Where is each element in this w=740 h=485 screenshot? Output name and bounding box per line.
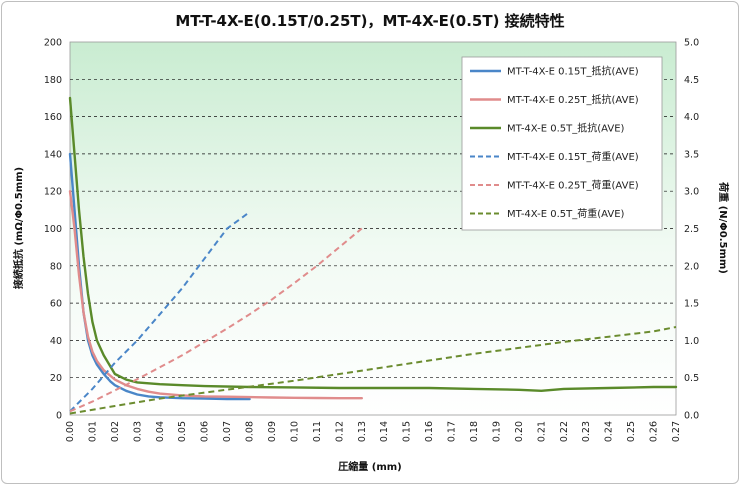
- legend-label: MT-T-4X-E 0.25T_抵抗(AVE): [507, 93, 639, 106]
- x-tick-label: 0.09: [267, 421, 278, 442]
- y-right-tick-label: 1.5: [684, 299, 699, 310]
- legend: MT-T-4X-E 0.15T_抵抗(AVE) MT-T-4X-E 0.25T_抵…: [461, 56, 663, 231]
- legend-label: MT-4X-E 0.5T_抵抗(AVE): [507, 122, 625, 135]
- y-right-tick-label: 2.0: [684, 261, 699, 272]
- legend-label: MT-T-4X-E 0.25T_荷重(AVE): [507, 179, 639, 192]
- series-line-3: [68, 96, 678, 392]
- y-right-tick-label: 1.0: [684, 336, 699, 347]
- x-tick-label: 0.12: [334, 421, 345, 442]
- y-right-tick-label: 0.0: [684, 411, 699, 422]
- y-left-axis-ticks: 0 20 40 60 80 100 120 140 160 180 200: [44, 38, 62, 422]
- x-tick-label: 0.02: [110, 421, 121, 442]
- x-tick-label: 0.11: [312, 421, 323, 442]
- y-right-tick-label: 4.5: [684, 75, 699, 86]
- x-tick-label: 0.04: [155, 421, 166, 442]
- chart-title: MT-T-4X-E(0.15T/0.25T)，MT-4X-E(0.5T) 接続特…: [175, 12, 564, 30]
- series-layer: [68, 96, 678, 415]
- y-left-axis-label: 接続抵抗 (mΩ/Φ0.5mm): [12, 167, 25, 289]
- x-tick-label: 0.25: [626, 421, 637, 442]
- x-tick-label: 0.13: [357, 421, 368, 442]
- y-left-tick-label: 200: [44, 38, 62, 49]
- x-tick-label: 0.27: [671, 421, 682, 442]
- x-axis-label: 圧縮量 (mm): [338, 460, 401, 473]
- x-tick-label: 0.05: [177, 421, 188, 442]
- y-right-axis-label: 荷重 (N/Φ0.5mm): [717, 181, 730, 274]
- y-left-tick-label: 40: [50, 336, 62, 347]
- x-tick-label: 0.15: [402, 421, 413, 442]
- x-tick-label: 0.10: [289, 421, 300, 442]
- y-right-tick-label: 3.5: [684, 149, 699, 160]
- series-line-5: [69, 227, 363, 413]
- legend-label: MT-4X-E 0.5T_荷重(AVE): [507, 207, 625, 220]
- x-tick-label: 0.26: [649, 421, 660, 442]
- x-tick-label: 0.08: [245, 421, 256, 442]
- x-tick-label: 0.01: [87, 421, 98, 442]
- series-line-4: [69, 211, 251, 413]
- y-left-tick-label: 140: [44, 149, 62, 160]
- y-left-tick-label: 80: [50, 261, 62, 272]
- x-tick-label: 0.22: [559, 421, 570, 442]
- legend-label: MT-T-4X-E 0.15T_抵抗(AVE): [507, 65, 639, 78]
- x-tick-label: 0.06: [200, 421, 211, 442]
- y-left-tick-label: 60: [50, 299, 62, 310]
- y-left-tick-label: 180: [44, 75, 62, 86]
- y-left-tick-label: 120: [44, 187, 62, 198]
- x-axis-ticks: 0.00 0.01 0.02 0.03 0.04 0.05 0.06 0.07 0.08 0.09…: [65, 421, 682, 442]
- x-tick-label: 0.03: [132, 421, 143, 442]
- legend-label: MT-T-4X-E 0.15T_荷重(AVE): [507, 150, 639, 163]
- x-tick-label: 0.20: [514, 421, 525, 442]
- legend-box: [461, 56, 663, 231]
- y-right-tick-label: 5.0: [684, 38, 699, 49]
- x-tick-label: 0.21: [536, 421, 547, 442]
- y-left-tick-label: 160: [44, 112, 62, 123]
- y-left-tick-label: 20: [50, 373, 62, 384]
- x-tick-label: 0.18: [469, 421, 480, 442]
- x-tick-label: 0.16: [424, 421, 435, 442]
- y-right-tick-label: 2.5: [684, 224, 699, 235]
- x-tick-label: 0.24: [604, 421, 615, 442]
- y-right-tick-label: 0.5: [684, 373, 699, 384]
- y-right-tick-label: 4.0: [684, 112, 699, 123]
- x-tick-label: 0.07: [222, 421, 233, 442]
- x-tick-label: 0.19: [491, 421, 502, 442]
- y-left-tick-label: 0: [56, 411, 62, 422]
- x-tick-label: 0.23: [581, 421, 592, 442]
- x-tick-label: 0.14: [379, 421, 390, 442]
- y-left-tick-label: 100: [44, 224, 62, 235]
- x-tick-label: 0.17: [447, 421, 458, 442]
- y-right-axis-ticks: 0.0 0.5 1.0 1.5 2.0 2.5 3.0 3.5 4.0 4.5 5.0: [684, 38, 699, 422]
- x-tick-label: 0.00: [65, 421, 76, 442]
- series-line-2: [68, 189, 363, 400]
- y-right-tick-label: 3.0: [684, 187, 699, 198]
